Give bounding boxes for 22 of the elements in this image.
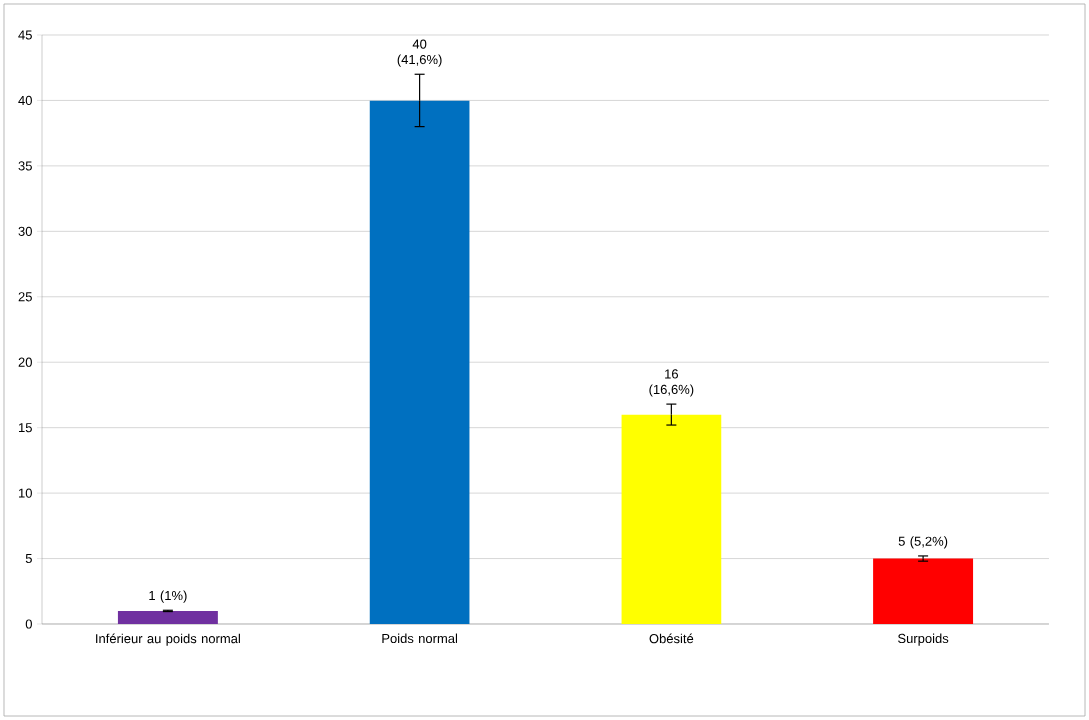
bar	[621, 414, 722, 624]
y-tick-label: 10	[19, 488, 32, 498]
bar	[873, 558, 974, 624]
x-tick-label: Surpoids	[898, 633, 949, 646]
data-label: 5 (5,2%)	[898, 536, 948, 549]
x-tick-label: Poids normal	[382, 633, 458, 644]
y-tick-label: 45	[18, 30, 32, 40]
y-tick-label: 40	[18, 95, 32, 106]
data-label: 40 (41,6%)	[397, 39, 442, 67]
y-tick-label: 0	[25, 619, 32, 629]
bar	[117, 610, 218, 624]
y-tick-label: 30	[18, 226, 32, 236]
y-tick-label: 5	[25, 554, 32, 564]
bar	[369, 100, 470, 624]
y-tick-label: 35	[18, 161, 32, 171]
data-label: 1 (1%)	[149, 590, 187, 603]
x-tick-label: Inférieur au poids normal	[96, 633, 240, 646]
data-label: 16 (16,6%)	[649, 369, 694, 397]
y-tick-label: 25	[18, 292, 32, 302]
y-tick-label: 15	[19, 423, 32, 433]
x-tick-label: Obésité	[649, 633, 694, 644]
y-tick-label: 20	[18, 357, 32, 367]
